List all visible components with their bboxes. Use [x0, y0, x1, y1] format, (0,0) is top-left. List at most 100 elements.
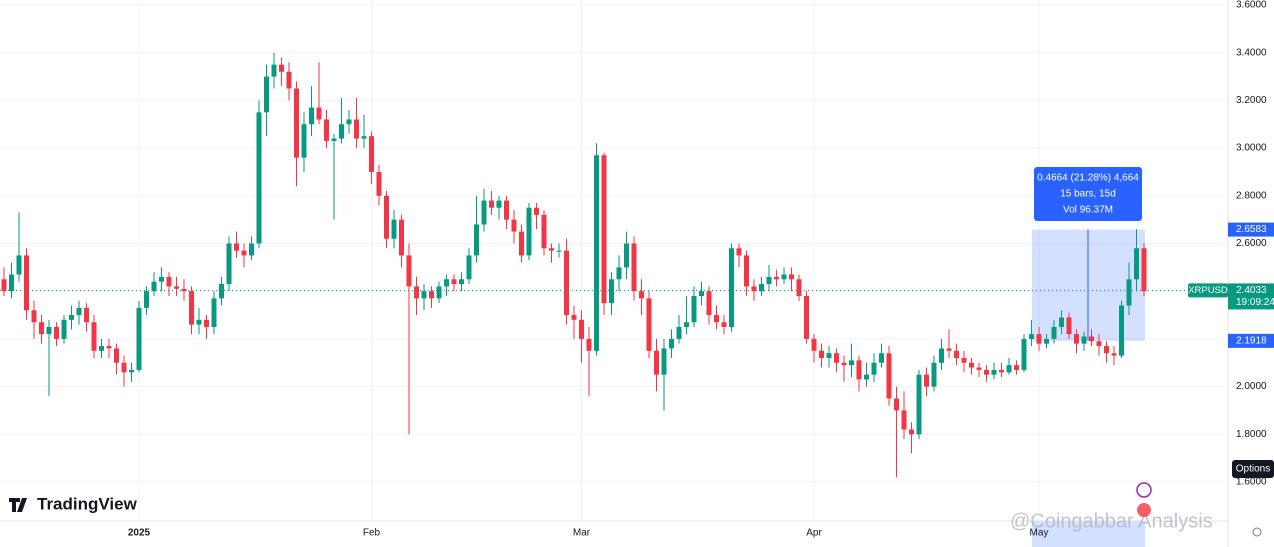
candle-body: [9, 274, 14, 292]
candle-body: [1089, 336, 1094, 342]
candle-body: [144, 291, 149, 308]
measure-tooltip: 0.4664 (21.28%) 4,664 15 bars, 15d Vol 9…: [1034, 167, 1142, 221]
candle-body: [444, 279, 449, 287]
options-button[interactable]: Options: [1232, 460, 1274, 478]
candle-body: [766, 276, 772, 285]
candle-body: [346, 119, 352, 125]
y-tick-label: 3.2000: [1236, 95, 1267, 106]
x-tick-label: May: [1030, 528, 1049, 539]
candle-body: [136, 307, 142, 370]
candle-body: [286, 71, 292, 89]
candle-body: [639, 291, 644, 299]
candle-body: [16, 255, 22, 275]
candle-body: [489, 200, 494, 208]
candle-body: [1014, 365, 1019, 370]
candle-body: [466, 255, 472, 280]
candle-body: [1059, 317, 1064, 327]
candle-body: [264, 76, 269, 113]
candle-body: [984, 369, 989, 375]
candle-body: [654, 350, 659, 375]
candle-body: [271, 64, 277, 77]
logo-icon: [9, 498, 27, 512]
candle-body: [76, 307, 82, 316]
candle-body: [61, 319, 67, 339]
options-label[interactable]: Options: [1236, 464, 1270, 475]
candle-body: [579, 319, 584, 339]
candle-body: [1029, 334, 1034, 339]
candle-body: [69, 315, 74, 320]
candle-body: [496, 200, 502, 208]
last-price-label: 2.4033: [1236, 285, 1267, 296]
candle-body: [1134, 248, 1139, 280]
candle-body: [894, 398, 899, 411]
candle-body: [556, 250, 562, 252]
candle-body: [1051, 326, 1057, 339]
candle-body: [151, 281, 157, 292]
x-tick-label: Mar: [573, 528, 591, 539]
candle-body: [1104, 346, 1109, 354]
candle-body: [826, 353, 832, 358]
logo: TradingView: [9, 494, 138, 513]
candle-body: [864, 374, 869, 380]
candle-body: [571, 315, 577, 320]
options-bg[interactable]: [1232, 460, 1274, 478]
candle-body: [39, 322, 44, 335]
candle-body: [819, 350, 824, 358]
candle-body: [324, 119, 329, 141]
candle-body: [541, 214, 547, 249]
candle-body: [1096, 341, 1102, 347]
candle-body: [916, 374, 922, 435]
flag-icon[interactable]: [1137, 503, 1151, 517]
candle-body: [669, 338, 674, 349]
candle-body: [91, 322, 97, 351]
candle-body: [166, 276, 172, 287]
y-tick-label: 3.6000: [1236, 0, 1267, 11]
x-tick-label: Feb: [363, 528, 381, 539]
event-icon[interactable]: [1136, 482, 1152, 498]
candle-body: [84, 307, 89, 323]
measure-price-box: [1228, 222, 1274, 237]
candle-body: [189, 291, 194, 325]
candle-body: [909, 429, 914, 435]
candle-body: [279, 64, 284, 72]
candle-body: [301, 124, 307, 158]
candle-body: [924, 374, 929, 387]
tooltip-change: 0.4664 (21.28%) 4,664: [1037, 173, 1139, 184]
y-tick-label: 1.8000: [1236, 429, 1267, 440]
candle-body: [834, 353, 839, 363]
candle-body: [46, 326, 52, 335]
candle-body: [391, 219, 397, 239]
grid: [0, 0, 1228, 521]
candle-body: [774, 276, 779, 280]
candle-body: [811, 338, 817, 351]
candle-body: [849, 360, 854, 366]
candle-body: [691, 295, 697, 323]
candle-body: [1074, 334, 1079, 344]
candle-body: [1021, 338, 1027, 370]
candle-body: [676, 326, 682, 339]
candle-body: [369, 136, 374, 172]
measure-price-box: [1228, 333, 1274, 348]
candle-body: [376, 171, 382, 196]
candle-body: [969, 362, 974, 368]
candle-body: [1111, 353, 1117, 356]
candle-body: [316, 107, 322, 120]
candle-body: [421, 291, 427, 299]
candle-body: [534, 207, 539, 215]
candle-body: [211, 298, 217, 327]
candle-body: [729, 248, 734, 327]
y-tick-label: 2.0000: [1236, 381, 1267, 392]
candle-body: [129, 369, 134, 373]
candle-body: [331, 138, 337, 141]
candle-body: [781, 274, 787, 280]
x-tick-label: Apr: [806, 528, 822, 539]
candle-body: [429, 291, 434, 299]
candle-body: [406, 255, 412, 287]
candle-body: [106, 346, 112, 349]
settings-icon[interactable]: [1252, 527, 1262, 537]
y-tick-label: 3.0000: [1236, 143, 1267, 154]
candle-body: [249, 243, 254, 256]
tooltip-box: [1034, 167, 1142, 221]
